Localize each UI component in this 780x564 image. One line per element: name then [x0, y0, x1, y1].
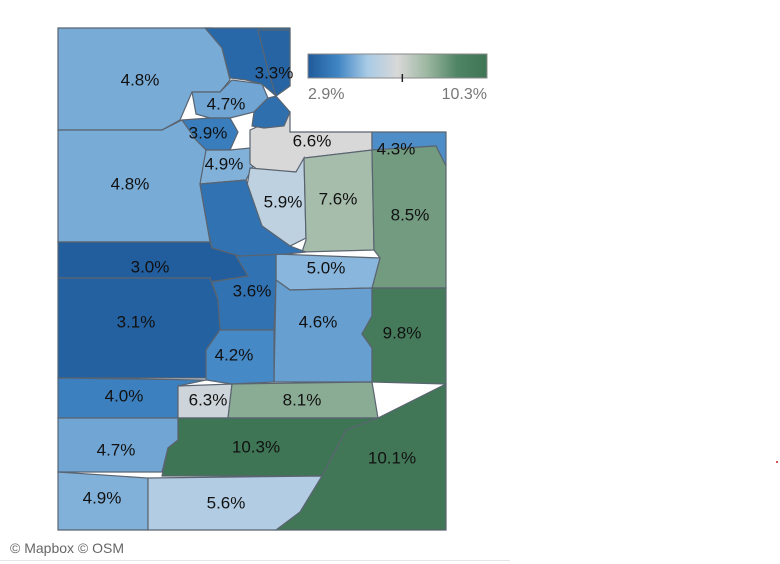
- region-label-washington: 4.9%: [83, 488, 122, 507]
- region-label-carbon: 5.0%: [307, 258, 346, 277]
- region-label-iron: 4.7%: [97, 440, 136, 459]
- region-label-uintah: 8.5%: [391, 205, 430, 224]
- legend-gradient-bar: [307, 53, 488, 79]
- region-rich[interactable]: [257, 29, 291, 97]
- region-label-juab: 3.0%: [131, 257, 170, 276]
- labels-layer: 4.8% 3.3% 4.7% 3.9% 4.9% 6.6% 4.3% 4.8% 5.9% 7.6%…: [83, 63, 430, 512]
- region-label-davis: 3.9%: [189, 123, 228, 142]
- region-kane[interactable]: [147, 475, 324, 531]
- regions-layer: [57, 27, 447, 531]
- region-label-piute: 6.3%: [189, 390, 228, 409]
- region-label-garfield: 10.3%: [232, 437, 280, 456]
- attribution-divider: [0, 560, 510, 561]
- region-label-beaver: 4.0%: [105, 386, 144, 405]
- region-duchesne[interactable]: [301, 149, 375, 253]
- region-label-sanpete: 3.6%: [233, 281, 272, 300]
- region-label-grand: 9.8%: [383, 323, 422, 342]
- map-attribution[interactable]: © Mapbox © OSM: [10, 540, 124, 556]
- region-label-wasatch: 5.9%: [264, 192, 303, 211]
- region-label-cache: 3.3%: [255, 63, 294, 82]
- cursor-dot: [776, 461, 778, 463]
- legend-min-label: 2.9%: [308, 86, 344, 103]
- region-grand[interactable]: [361, 287, 447, 385]
- region-utah[interactable]: [199, 179, 307, 257]
- region-label-summit: 6.6%: [293, 131, 332, 150]
- region-label-kane: 5.6%: [207, 493, 246, 512]
- region-label-millard: 3.1%: [117, 312, 156, 331]
- region-label-salt-lake: 4.9%: [205, 154, 244, 173]
- region-label-wayne: 8.1%: [283, 390, 322, 409]
- region-label-sevier: 4.2%: [215, 345, 254, 364]
- region-label-weber: 4.7%: [207, 94, 246, 113]
- legend-max-label: 10.3%: [442, 86, 487, 103]
- region-morgan[interactable]: [251, 95, 291, 129]
- region-label-box-elder: 4.8%: [121, 70, 160, 89]
- region-label-daggett: 4.3%: [377, 139, 416, 158]
- region-label-emery: 4.6%: [299, 312, 338, 331]
- region-label-tooele: 4.8%: [111, 174, 150, 193]
- color-legend: 2.9% 10.3%: [307, 53, 488, 103]
- region-label-duchesne: 7.6%: [319, 189, 358, 208]
- region-label-san-juan: 10.1%: [368, 448, 416, 467]
